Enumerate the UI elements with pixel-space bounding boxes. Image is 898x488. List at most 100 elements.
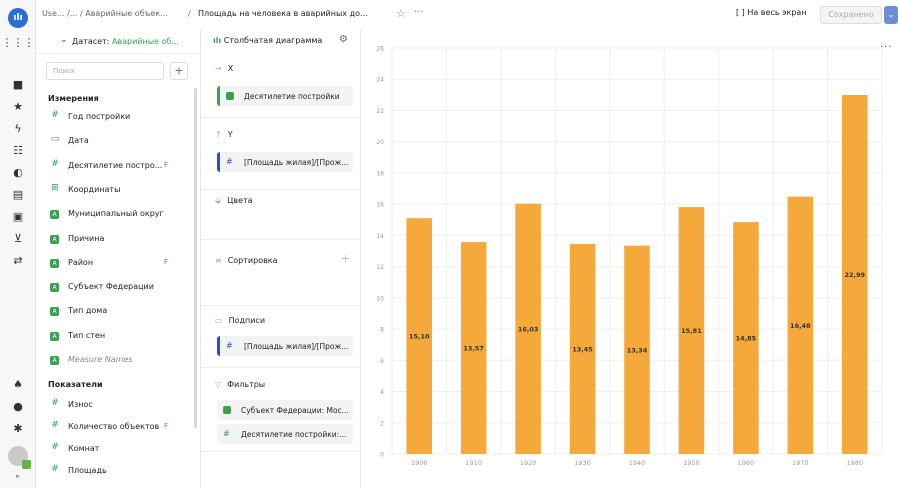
x-tick-label: 1940 <box>629 459 646 467</box>
x-field-name: Десятилетие постройки <box>244 92 340 101</box>
dashboard-icon[interactable]: ☷ <box>13 144 23 157</box>
data-label: 16,03 <box>518 325 539 333</box>
labels-field-chip[interactable]: # [Площадь жилая]/[Прож... <box>217 336 353 356</box>
layout-icon[interactable]: ▤ <box>12 188 24 201</box>
x-section: → X Десятилетие постройки <box>201 56 361 118</box>
sort-label: Сортировка <box>227 256 278 265</box>
fullscreen-icon: [ ] <box>736 8 745 17</box>
avatar[interactable] <box>8 446 31 469</box>
filter-chip[interactable]: # Десятилетие постройки:... <box>217 424 353 444</box>
field-name: Год постройки <box>68 112 131 121</box>
field-list-item[interactable]: # Десятилетие постро... F <box>48 159 194 175</box>
dataset-icon[interactable]: ▣ <box>12 210 24 223</box>
x-tick-label: 1920 <box>520 459 537 467</box>
number-type-icon: # <box>51 158 59 169</box>
field-list-item[interactable]: # Площадь <box>48 464 194 480</box>
data-label: 15,81 <box>681 327 702 335</box>
cart-icon[interactable]: ⊻ <box>13 232 23 245</box>
field-list-item[interactable]: # Год постройки <box>48 110 194 126</box>
dataset-header[interactable]: ⌄ Датасет: Аварийные об... <box>36 30 201 54</box>
x-tick-label: 1950 <box>683 459 700 467</box>
filter-icon: ▽ <box>215 380 222 389</box>
bar <box>624 245 650 454</box>
save-options-chevron-down-icon[interactable]: ⌄ <box>884 6 898 24</box>
bar <box>733 222 759 454</box>
field-name: Субъект Федерации <box>68 282 154 292</box>
fullscreen-button[interactable]: [ ] На весь экран <box>736 8 807 17</box>
field-list-item[interactable]: A Субъект Федерации <box>48 280 194 296</box>
fullscreen-label: На весь экран <box>747 8 807 17</box>
y-label: Y <box>227 130 233 139</box>
field-list-item[interactable]: ⊞ Координаты <box>48 183 194 199</box>
field-list-item[interactable]: # Комнат <box>48 442 194 458</box>
y-section: ↑ Y # [Площадь жилая]/[Прож... <box>201 118 361 190</box>
chart-type-selector[interactable]: ılı Столбчатая диаграмма <box>213 36 322 45</box>
y-tick-label: 0 <box>380 452 384 459</box>
field-list-item[interactable]: A Муниципальный округ <box>48 207 194 223</box>
formula-badge: F <box>164 422 169 430</box>
add-sort-button[interactable]: + <box>341 252 351 265</box>
scrollbar[interactable] <box>194 88 197 428</box>
more-menu-icon[interactable]: ··· <box>414 7 424 18</box>
x-field-chip[interactable]: Десятилетие постройки <box>217 86 353 106</box>
dataset-name[interactable]: Аварийные об... <box>111 37 179 46</box>
sort-icon: ≡ <box>215 256 222 265</box>
y-tick-label: 6 <box>380 358 384 365</box>
help-icon[interactable]: ● <box>13 400 23 413</box>
field-list-item[interactable]: A Тип стен <box>48 329 194 345</box>
field-name: Муниципальный округ <box>68 209 164 219</box>
field-list-item[interactable]: A Measure Names <box>48 353 194 369</box>
add-field-button[interactable]: + <box>170 62 188 80</box>
page-title[interactable]: Площадь на человека в аварийных до... <box>198 9 368 18</box>
field-list-item[interactable]: A Причина <box>48 232 194 248</box>
field-list-item[interactable]: ▭ Дата <box>48 134 194 150</box>
app-logo-icon[interactable]: ılı <box>8 8 28 28</box>
colors-label: Цвета <box>227 196 253 205</box>
settings-sliders-icon[interactable]: ⇄ <box>13 254 23 267</box>
connection-icon[interactable]: ◐ <box>13 166 23 179</box>
y-tick-label: 24 <box>376 77 384 84</box>
data-label: 13,34 <box>627 346 648 354</box>
visualization-panel: ılı Столбчатая диаграмма ⚙ → X Десятилети… <box>201 30 361 488</box>
save-button[interactable]: Сохранено <box>820 6 882 24</box>
gear-icon[interactable]: ✱ <box>13 422 23 435</box>
number-type-icon: # <box>51 420 59 430</box>
string-type-icon: A <box>50 258 59 268</box>
y-tick-label: 14 <box>376 233 384 240</box>
chart-settings-gear-icon[interactable]: ⚙ <box>339 34 348 45</box>
bar-chart: 0246810121416182022242615,10190013,57191… <box>376 46 883 467</box>
grid-icon[interactable]: ⋮⋮⋮ <box>1 36 35 49</box>
field-list-item[interactable]: A Район F <box>48 256 194 272</box>
measure-icon: # <box>223 429 230 438</box>
field-name: Площадь <box>68 466 107 475</box>
x-tick-label: 1910 <box>465 459 482 467</box>
y-tick-label: 8 <box>380 327 384 334</box>
expand-icon[interactable]: ▸ <box>16 472 20 480</box>
string-type-icon: A <box>50 307 59 317</box>
field-name: Количество объектов <box>68 422 160 431</box>
filter-chip[interactable]: Субъект Федерации: Мос... <box>217 400 353 420</box>
favorite-star-icon[interactable]: ☆ <box>396 7 406 20</box>
field-search-input[interactable]: Поиск <box>46 62 164 80</box>
folder-icon[interactable]: ■ <box>12 78 24 91</box>
dimension-icon <box>226 92 234 100</box>
x-tick-label: 1970 <box>792 459 809 467</box>
y-field-chip[interactable]: # [Площадь жилая]/[Прож... <box>217 152 353 172</box>
filters-section: ▽ Фильтры Субъект Федерации: Мос... # Дес… <box>201 368 361 452</box>
y-tick-label: 18 <box>376 170 384 177</box>
number-type-icon: # <box>51 110 59 120</box>
chart-more-icon[interactable]: ··· <box>880 42 893 53</box>
star-icon[interactable]: ★ <box>13 100 23 113</box>
labels-header: ▭ Подписи <box>215 316 265 325</box>
field-list-item[interactable]: # Износ <box>48 398 194 414</box>
x-tick-label: 1980 <box>847 459 864 467</box>
bolt-icon[interactable]: ϟ <box>14 122 22 135</box>
colors-section[interactable]: ⬙ Цвета <box>201 190 361 240</box>
field-list-item[interactable]: A Тип дома <box>48 304 194 320</box>
label-icon: ▭ <box>215 316 223 325</box>
notifications-icon[interactable]: ♠ <box>13 378 23 391</box>
sort-section[interactable]: ≡ Сортировка + <box>201 240 361 306</box>
field-list-item[interactable]: # Количество объектов F <box>48 420 194 436</box>
breadcrumb[interactable]: Use... /... / Аварийные объек... <box>42 9 168 18</box>
